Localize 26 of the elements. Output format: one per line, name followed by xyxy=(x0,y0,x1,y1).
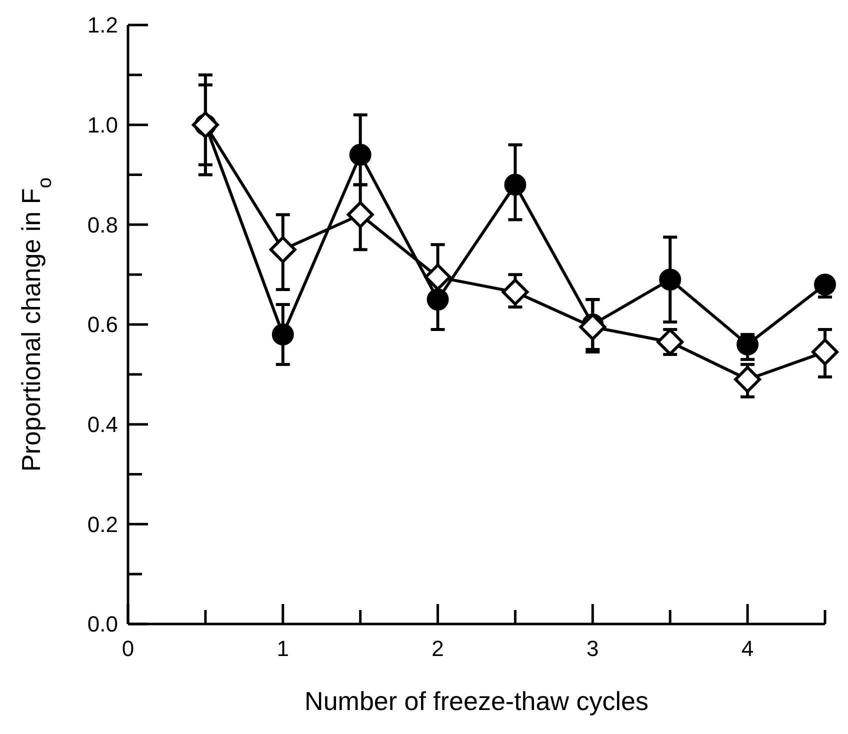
point xyxy=(504,174,526,196)
y-tick-label: 1.2 xyxy=(87,12,118,38)
y-tick-label: 0.8 xyxy=(87,212,118,238)
x-tick-label: 0 xyxy=(122,636,134,661)
point xyxy=(812,338,838,366)
x-tick-label: 1 xyxy=(276,636,290,661)
y-tick-label: 1.0 xyxy=(87,112,118,138)
x-tick-label: 4 xyxy=(741,636,754,661)
point xyxy=(346,201,374,228)
x-tick-label: 2 xyxy=(432,636,444,661)
point xyxy=(656,328,684,356)
text: 0.0 xyxy=(87,612,118,637)
point xyxy=(192,111,219,138)
point xyxy=(502,278,529,306)
point xyxy=(269,236,296,264)
point xyxy=(659,268,682,291)
y-tick-label: 0.4 xyxy=(87,412,118,438)
point xyxy=(426,288,449,311)
point xyxy=(424,264,452,291)
x-tick-label: 3 xyxy=(586,636,599,661)
y-tick-label: 0.6 xyxy=(87,312,118,338)
point xyxy=(272,323,294,346)
point xyxy=(734,366,762,393)
point xyxy=(349,144,372,166)
y-tick-label: 0.2 xyxy=(87,512,118,537)
x-axis-title: Number of freeze-thaw cycles xyxy=(304,686,648,716)
